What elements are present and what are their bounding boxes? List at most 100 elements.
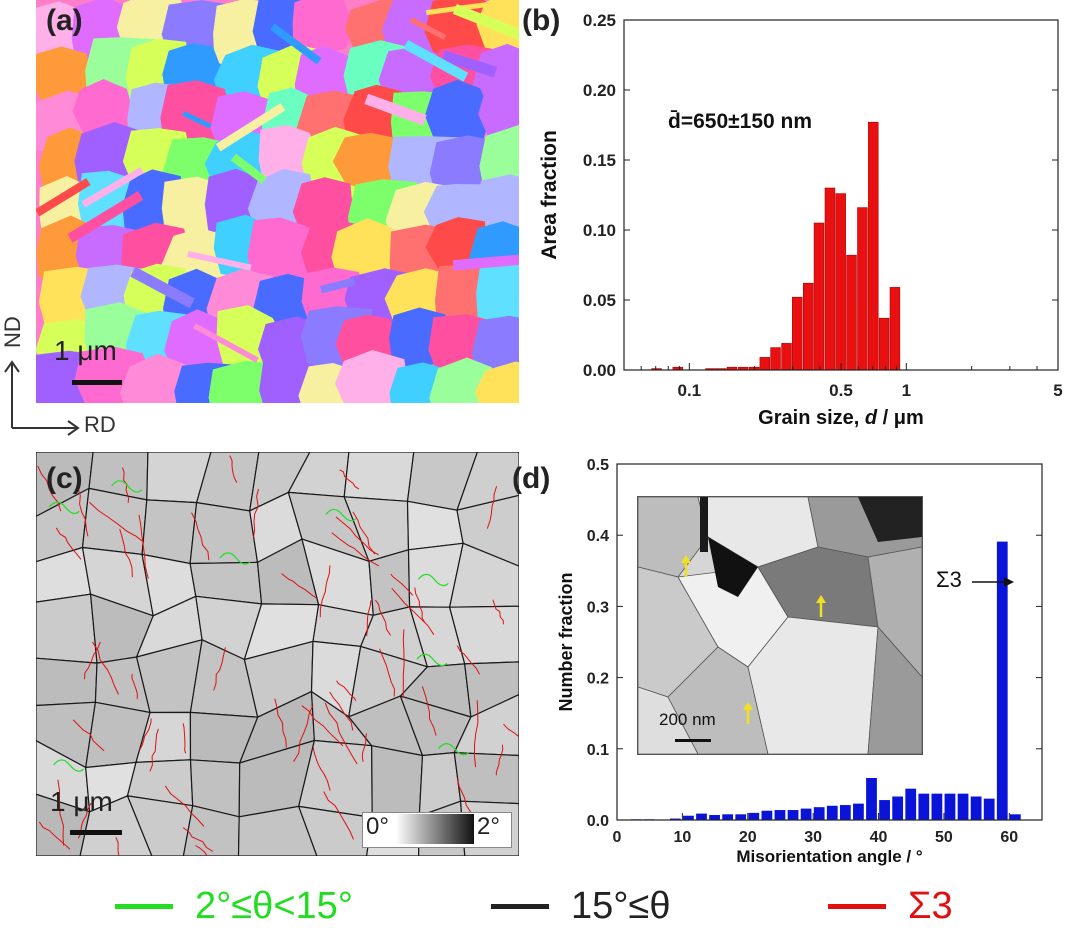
ipf-grain xyxy=(474,174,519,239)
gradient-min-label: 0° xyxy=(366,813,389,840)
misorientation-xtick-label: 10 xyxy=(673,829,691,846)
ipf-grain xyxy=(292,0,354,57)
ipf-twin-lamella xyxy=(67,191,144,243)
misorientation-xtick-label: 20 xyxy=(739,829,757,846)
misorientation-bar xyxy=(892,796,904,820)
sigma3-boundary xyxy=(164,785,205,827)
sigma3-boundary xyxy=(319,565,331,618)
sigma3-boundary xyxy=(138,514,149,579)
sigma3-boundary xyxy=(195,845,208,856)
ipf-grain xyxy=(424,79,492,151)
sigma3-boundary xyxy=(213,647,226,691)
grain-size-xtick-label: 0.5 xyxy=(829,381,853,400)
sigma3-boundary xyxy=(503,723,519,738)
misorientation-ytick-label: 0.4 xyxy=(587,528,609,545)
grain-size-xlabel: Grain size, d / μm xyxy=(758,407,924,429)
tem-arrowhead xyxy=(816,595,826,603)
sigma3-boundary xyxy=(375,599,392,636)
ipf-twin-lamella xyxy=(452,254,519,271)
sigma3-boundary xyxy=(274,698,287,748)
misorientation-ytick-label: 0.1 xyxy=(587,742,609,759)
grain-size-ytick-label: 0.05 xyxy=(583,291,616,310)
ipf-map-canvas xyxy=(36,0,519,403)
misorientation-xlabel: Misorientation angle / ° xyxy=(736,847,922,866)
grain-size-ytick-label: 0.25 xyxy=(583,11,616,30)
sigma3-boundary xyxy=(421,686,437,736)
grain-size-annotation: d̄=650±150 nm xyxy=(668,110,812,133)
misorientation-bar xyxy=(722,814,734,820)
legend-line-high-angle xyxy=(491,904,549,909)
sigma3-boundary xyxy=(182,827,214,852)
sigma3-boundary xyxy=(352,511,376,555)
sigma3-boundary xyxy=(115,837,120,856)
axis-rd-label: RD xyxy=(84,412,116,437)
ipf-twin-lamella xyxy=(452,3,519,41)
misorientation-bar xyxy=(813,807,825,820)
sigma3-boundary xyxy=(331,532,380,567)
misorientation-chart: 0.0 0.1 0.2 0.3 0.4 0.5 0 10 20 30 40 50 60 Misorient… xyxy=(556,457,1043,866)
misorientation-bar xyxy=(683,815,694,820)
grain-size-xtick-label: 5 xyxy=(1053,381,1062,400)
misorientation-ytick-label: 0.3 xyxy=(587,599,609,616)
grain-size-xlabel-var: d xyxy=(865,407,878,429)
sigma3-boundary xyxy=(414,587,426,624)
boundary-map xyxy=(36,452,519,856)
grain-size-ytick-label: 0.15 xyxy=(583,151,616,170)
scale-bar-a xyxy=(72,380,122,385)
low-angle-boundary xyxy=(325,508,357,522)
panel-b-label: (b) xyxy=(522,4,561,37)
grain-size-xtick-label: 1 xyxy=(902,381,911,400)
tem-arrowhead xyxy=(743,702,753,710)
panel-a-label: (a) xyxy=(46,4,83,37)
ipf-twin-lamella xyxy=(230,153,267,184)
boundary-map-grain xyxy=(456,452,519,512)
inset-scale-bar xyxy=(675,739,711,742)
misorientation-ylabel: Number fraction xyxy=(556,572,576,711)
ipf-twin-lamella xyxy=(182,111,212,129)
boundary-map-grain xyxy=(297,805,373,856)
misorientation-bar xyxy=(931,793,943,820)
misorientation-bar xyxy=(709,815,720,820)
inset-scale-label: 200 nm xyxy=(659,710,716,729)
legend-item-high-angle: 15°≤θ xyxy=(491,885,670,928)
sigma3-boundary xyxy=(339,469,360,490)
grain-size-ytick-label: 0.00 xyxy=(583,361,616,380)
sigma3-boundary xyxy=(474,700,479,768)
sigma3-boundary xyxy=(89,501,145,543)
tem-grain xyxy=(638,686,699,754)
sigma3-boundary xyxy=(84,641,101,680)
low-angle-boundary xyxy=(219,552,251,565)
ipf-twin-lamella xyxy=(36,178,91,217)
ipf-twin-lamella xyxy=(320,277,356,294)
misorientation-bar xyxy=(944,793,956,820)
misorientation-bar xyxy=(735,814,747,820)
low-angle-boundary xyxy=(111,480,143,493)
ipf-twin-lamella xyxy=(270,23,322,65)
ipf-twin-lamella xyxy=(364,93,427,126)
scale-bar-c xyxy=(70,830,122,835)
misorientation-ytick-label: 0.2 xyxy=(587,671,609,688)
nd-rd-axes xyxy=(4,360,80,436)
sigma3-boundary xyxy=(229,455,238,483)
sigma3-boundary xyxy=(55,527,82,560)
boundary-map-grain xyxy=(182,804,240,856)
sigma3-boundary xyxy=(324,702,358,765)
misorientation-axes-frame xyxy=(616,463,1043,821)
boundary-map-grain xyxy=(237,805,318,856)
panel-d-label: (d) xyxy=(512,462,551,495)
sigma3-boundary xyxy=(57,779,65,846)
tem-grain xyxy=(867,626,922,754)
sigma3-boundary xyxy=(252,488,259,539)
tem-dark-grain xyxy=(708,537,758,597)
gradient-max-label: 2° xyxy=(477,813,500,840)
low-angle-boundary xyxy=(417,573,449,587)
misorientation-bar xyxy=(853,803,864,820)
misorientation-xtick-label: 30 xyxy=(804,829,822,846)
low-angle-boundary xyxy=(438,742,469,756)
ipf-grain xyxy=(476,260,519,327)
grain-size-xtick-label: 0.1 xyxy=(678,381,702,400)
misorientation-bar xyxy=(879,800,890,820)
sigma3-boundary xyxy=(312,746,331,791)
misorientation-bar xyxy=(826,805,838,820)
misorientation-bar xyxy=(970,796,982,820)
